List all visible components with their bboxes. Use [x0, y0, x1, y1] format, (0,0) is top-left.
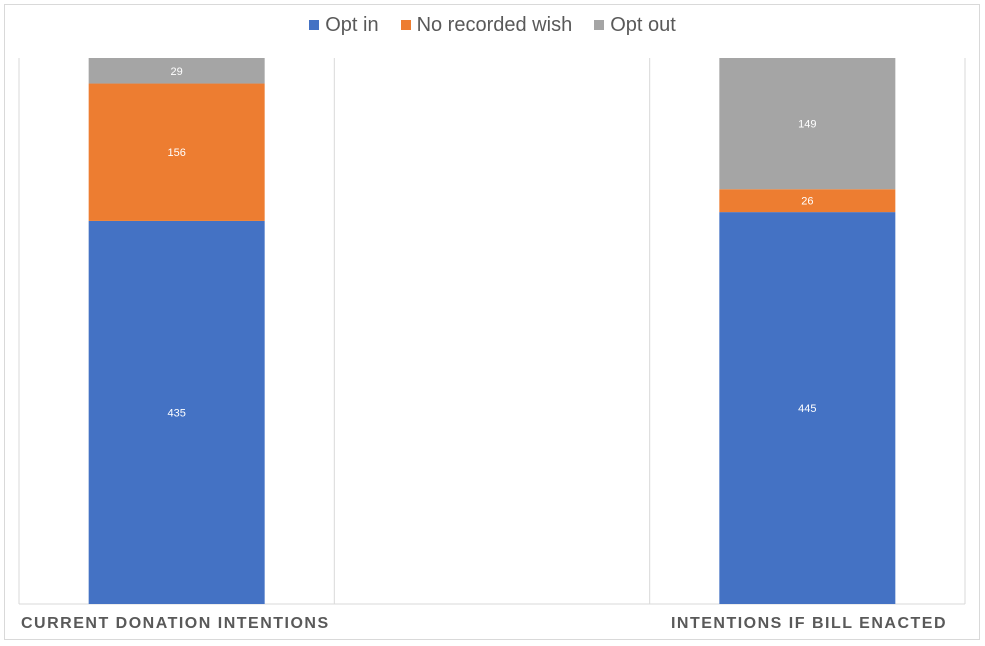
bar-segment [719, 58, 896, 190]
category-label: INTENTIONS IF BILL ENACTED [671, 615, 947, 632]
legend-item: Opt in [309, 13, 379, 37]
legend-swatch [309, 20, 320, 30]
category-label: CURRENT DONATION INTENTIONS [21, 615, 330, 632]
bar-segment [88, 220, 265, 604]
legend-swatch [400, 20, 411, 30]
data-label: 435 [167, 407, 185, 419]
bar-segment [719, 189, 896, 213]
data-label: 156 [167, 147, 185, 159]
legend-item: Opt out [594, 14, 676, 37]
data-label: 29 [171, 66, 183, 78]
data-label: 26 [801, 196, 813, 208]
legend: Opt in No recorded wish Opt out [0, 12, 985, 38]
data-label: 149 [798, 119, 816, 131]
legend-label: Opt in [325, 13, 379, 36]
legend-swatch [594, 20, 605, 30]
bar-segment [88, 58, 265, 84]
bar-segment [719, 212, 896, 604]
data-label: 445 [798, 403, 816, 415]
legend-item: No recorded wish [400, 13, 573, 37]
legend-label: Opt out [610, 13, 676, 36]
legend-label: No recorded wish [416, 13, 573, 36]
bar-segment [88, 83, 265, 221]
